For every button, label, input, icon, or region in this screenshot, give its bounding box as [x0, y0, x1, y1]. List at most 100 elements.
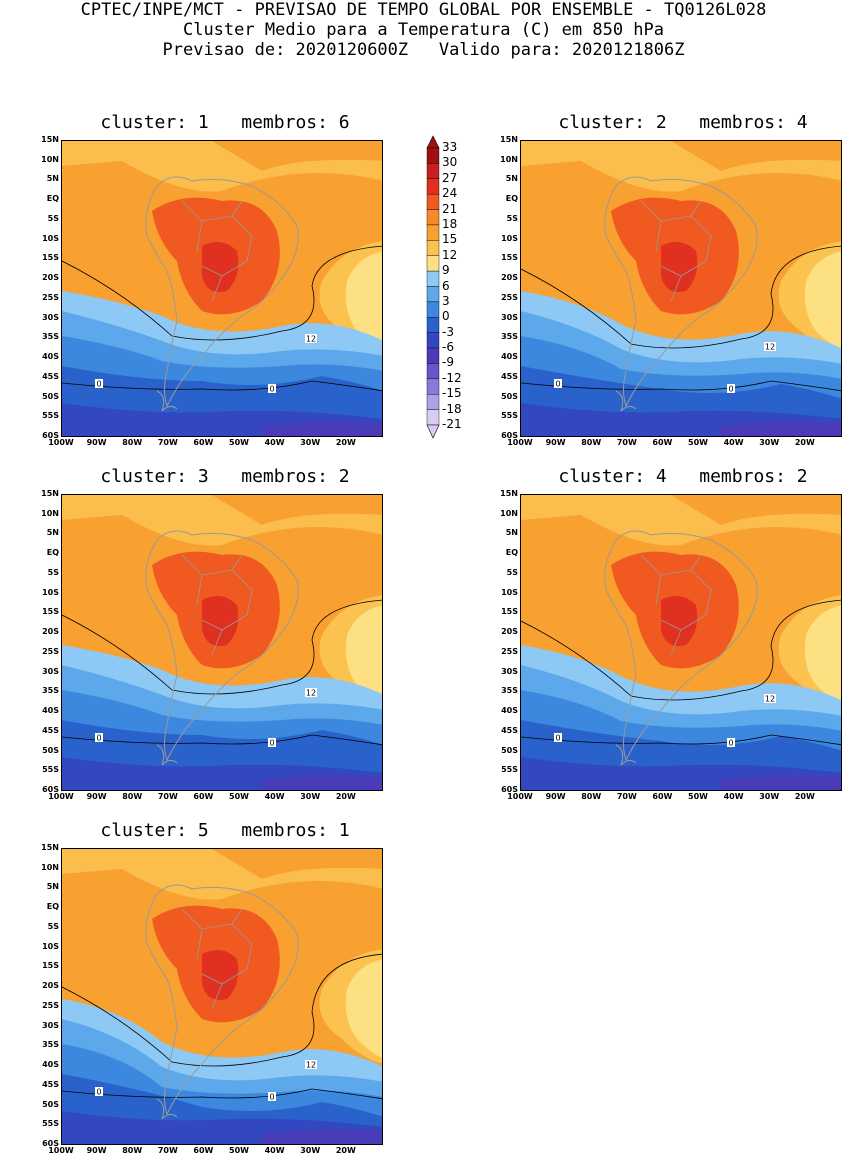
colorbar-label: -9	[442, 355, 454, 370]
lat-label: 50S	[42, 391, 59, 401]
lat-label: 5N	[46, 174, 59, 184]
colorbar-label: -21	[442, 417, 462, 431]
svg-text:0: 0	[269, 1093, 274, 1102]
lat-label: 60S	[42, 785, 59, 794]
lat-label: 20S	[42, 981, 59, 991]
lon-label: 60W	[193, 438, 214, 447]
header-line-3: Previsao de: 2020120600Z Valido para: 20…	[162, 40, 685, 60]
lat-label: 50S	[42, 1099, 59, 1109]
lon-label: 40W	[723, 438, 744, 447]
panel-title: cluster: 1 membros: 6	[100, 112, 350, 133]
lat-label: 45S	[42, 371, 59, 381]
svg-text:0: 0	[96, 1088, 101, 1097]
lon-label: 30W	[759, 438, 780, 447]
lon-label: 80W	[581, 438, 602, 447]
contour-label-0: 0	[95, 1087, 103, 1097]
lat-label: 10N	[500, 508, 518, 518]
contour-label-0: 0	[727, 738, 735, 748]
lat-label: 15N	[41, 489, 59, 498]
lat-label: 30S	[501, 312, 518, 322]
svg-text:0: 0	[555, 380, 560, 389]
lat-label: 15S	[501, 607, 518, 617]
svg-text:12: 12	[765, 343, 775, 352]
contour-label-12: 12	[764, 694, 776, 704]
lon-label: 50W	[229, 1146, 249, 1155]
lat-label: 50S	[42, 745, 59, 755]
contour-label-0: 0	[95, 379, 103, 389]
colorbar-label: 18	[442, 216, 458, 231]
lat-label: 60S	[501, 785, 518, 794]
lat-label: EQ	[46, 194, 59, 204]
colorbar-label: 12	[442, 247, 458, 262]
lon-label: 90W	[86, 438, 107, 447]
lat-label: 25S	[501, 292, 518, 302]
svg-text:0: 0	[269, 739, 274, 748]
lat-label: 25S	[501, 646, 518, 656]
lat-label: 25S	[42, 646, 59, 656]
lat-label: 20S	[501, 273, 518, 283]
lon-label: 20W	[794, 438, 815, 447]
lat-label: 40S	[501, 706, 518, 716]
colorbar-label: 33	[442, 140, 458, 154]
lon-label: 80W	[122, 438, 143, 447]
lat-label: 10S	[501, 233, 518, 243]
header-line-2: Cluster Medio para a Temperatura (C) em …	[182, 20, 665, 40]
lat-label: 5N	[505, 528, 518, 538]
lat-label: 30S	[42, 312, 59, 322]
colorbar-label: -18	[442, 401, 462, 416]
lat-label: EQ	[505, 548, 518, 558]
lat-label: 30S	[42, 1020, 59, 1030]
contour-label-0: 0	[268, 738, 276, 748]
lon-label: 50W	[688, 792, 708, 801]
lat-label: 5S	[506, 567, 518, 577]
lat-label: 55S	[42, 765, 59, 775]
lat-label: 40S	[501, 352, 518, 362]
svg-text:0: 0	[96, 380, 101, 389]
header-line-1: CPTEC/INPE/MCT - PREVISAO DE TEMPO GLOBA…	[80, 0, 767, 20]
map-panel-4: 12 0 0	[520, 494, 842, 791]
svg-text:0: 0	[728, 739, 733, 748]
colorbar-label: 0	[442, 309, 450, 324]
lat-label: 45S	[501, 371, 518, 381]
lat-label: 15S	[42, 961, 59, 971]
lat-label: 50S	[501, 745, 518, 755]
lon-label: 100W	[48, 438, 74, 447]
lat-label: 55S	[501, 765, 518, 775]
lat-label: 45S	[501, 725, 518, 735]
colorbar-label: 9	[442, 263, 450, 278]
lat-label: 15S	[42, 607, 59, 617]
lon-label: 100W	[48, 1146, 74, 1155]
lat-label: 5N	[46, 882, 59, 892]
map-panel-1: 12 0 0	[61, 140, 383, 437]
lat-label: 55S	[501, 411, 518, 421]
lon-label: 30W	[300, 1146, 321, 1155]
lat-label: EQ	[505, 194, 518, 204]
lon-label: 20W	[335, 438, 356, 447]
panel-title: cluster: 5 membros: 1	[100, 820, 350, 841]
colorbar-label: 3	[442, 293, 450, 308]
lon-label: 60W	[193, 792, 214, 801]
lon-label: 40W	[264, 1146, 285, 1155]
contour-label-12: 12	[305, 688, 317, 698]
lon-label: 100W	[507, 792, 533, 801]
contour-label-0: 0	[268, 384, 276, 394]
lon-label: 40W	[264, 438, 285, 447]
colorbar-label: 30	[442, 155, 458, 170]
lat-label: 5S	[47, 213, 59, 223]
lon-label: 70W	[157, 1146, 178, 1155]
lat-label: 20S	[42, 273, 59, 283]
svg-text:12: 12	[306, 335, 316, 344]
lat-label: 5S	[506, 213, 518, 223]
lon-label: 90W	[86, 792, 107, 801]
panel-title: cluster: 2 membros: 4	[558, 112, 808, 133]
lon-label: 80W	[581, 792, 602, 801]
lat-label: 5S	[47, 921, 59, 931]
lon-label: 50W	[229, 438, 249, 447]
contour-label-0: 0	[554, 733, 562, 743]
lat-label: 10S	[42, 233, 59, 243]
colorbar-label: -6	[442, 340, 454, 355]
lat-label: EQ	[46, 548, 59, 558]
colorbar-label: 6	[442, 278, 450, 293]
lat-label: 5N	[505, 174, 518, 184]
lat-label: 10N	[41, 508, 59, 518]
